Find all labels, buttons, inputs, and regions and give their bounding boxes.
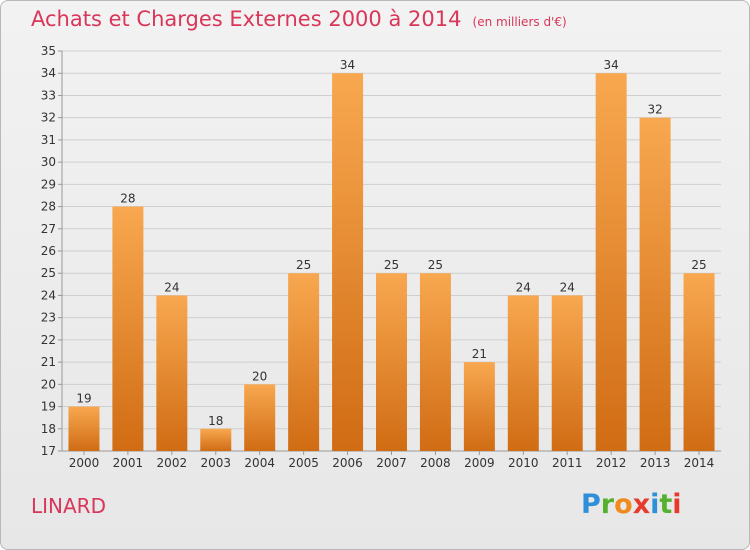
y-tick-label: 28 <box>41 200 56 214</box>
x-tick-label: 2007 <box>376 456 407 470</box>
x-tick-label: 2003 <box>200 456 231 470</box>
logo-letter: t <box>659 489 673 520</box>
bar <box>639 117 671 452</box>
y-tick-label: 20 <box>41 377 56 391</box>
bar-value-label: 24 <box>560 280 575 294</box>
y-tick-label: 26 <box>41 244 56 258</box>
x-tick-label: 2005 <box>288 456 319 470</box>
x-tick-label: 2006 <box>332 456 363 470</box>
bar <box>419 273 451 451</box>
bar <box>463 362 495 451</box>
x-tick-label: 2008 <box>420 456 451 470</box>
y-tick-label: 19 <box>41 400 56 414</box>
x-tick-label: 2004 <box>244 456 275 470</box>
y-tick-label: 32 <box>41 111 56 125</box>
x-tick-label: 2011 <box>552 456 583 470</box>
bar-value-label: 25 <box>691 258 706 272</box>
y-tick-label: 22 <box>41 333 56 347</box>
bar-value-label: 34 <box>604 58 619 72</box>
x-tick-label: 2010 <box>508 456 539 470</box>
logo-letter: r <box>600 489 615 520</box>
x-tick-label: 2014 <box>684 456 715 470</box>
x-tick-label: 2001 <box>113 456 144 470</box>
logo-letter: x <box>632 489 651 520</box>
logo-letter: i <box>650 489 660 520</box>
x-tick-label: 2009 <box>464 456 495 470</box>
proxiti-logo: Proxiti <box>581 489 682 520</box>
bar-value-label: 21 <box>472 347 487 361</box>
bar <box>156 295 188 451</box>
title-unit: (en milliers d'€) <box>472 15 567 29</box>
y-tick-label: 25 <box>41 266 56 280</box>
x-tick-label: 2013 <box>640 456 671 470</box>
logo-letter: i <box>672 489 682 520</box>
bar-value-label: 19 <box>76 392 91 406</box>
y-tick-label: 17 <box>41 444 56 458</box>
bar <box>507 295 539 451</box>
title-text: Achats et Charges Externes 2000 à 2014 <box>31 7 462 31</box>
bar <box>595 73 627 451</box>
bar <box>376 273 407 451</box>
bar <box>332 73 364 451</box>
bar-value-label: 25 <box>384 258 399 272</box>
x-tick-label: 2002 <box>157 456 188 470</box>
bar <box>68 406 100 451</box>
y-tick-label: 35 <box>41 44 56 58</box>
bar <box>683 273 715 451</box>
bar <box>551 295 583 451</box>
y-tick-label: 21 <box>41 355 56 369</box>
y-tick-label: 24 <box>41 288 56 302</box>
y-tick-label: 18 <box>41 422 56 436</box>
bar <box>200 428 232 451</box>
bar-value-label: 24 <box>164 280 179 294</box>
bar-value-label: 25 <box>296 258 311 272</box>
y-tick-label: 29 <box>41 177 56 191</box>
bar-value-label: 18 <box>208 414 223 428</box>
bar <box>288 273 320 451</box>
y-tick-label: 34 <box>41 66 56 80</box>
bar-value-label: 24 <box>516 280 531 294</box>
bar-value-label: 34 <box>340 58 355 72</box>
y-tick-label: 33 <box>41 88 56 102</box>
x-tick-label: 2012 <box>596 456 627 470</box>
chart-title: Achats et Charges Externes 2000 à 2014 (… <box>31 7 567 31</box>
bar-value-label: 28 <box>120 192 135 206</box>
commune-name: LINARD <box>31 494 106 518</box>
y-tick-label: 30 <box>41 155 56 169</box>
y-tick-label: 27 <box>41 222 56 236</box>
logo-letter: o <box>614 489 633 520</box>
bar-value-label: 32 <box>647 103 662 117</box>
bar <box>112 206 144 451</box>
bar-value-label: 20 <box>252 369 267 383</box>
bar <box>244 384 276 451</box>
logo-letter: P <box>581 489 601 520</box>
y-tick-label: 31 <box>41 133 56 147</box>
bar-value-label: 25 <box>428 258 443 272</box>
x-tick-label: 2000 <box>69 456 100 470</box>
y-tick-label: 23 <box>41 311 56 325</box>
